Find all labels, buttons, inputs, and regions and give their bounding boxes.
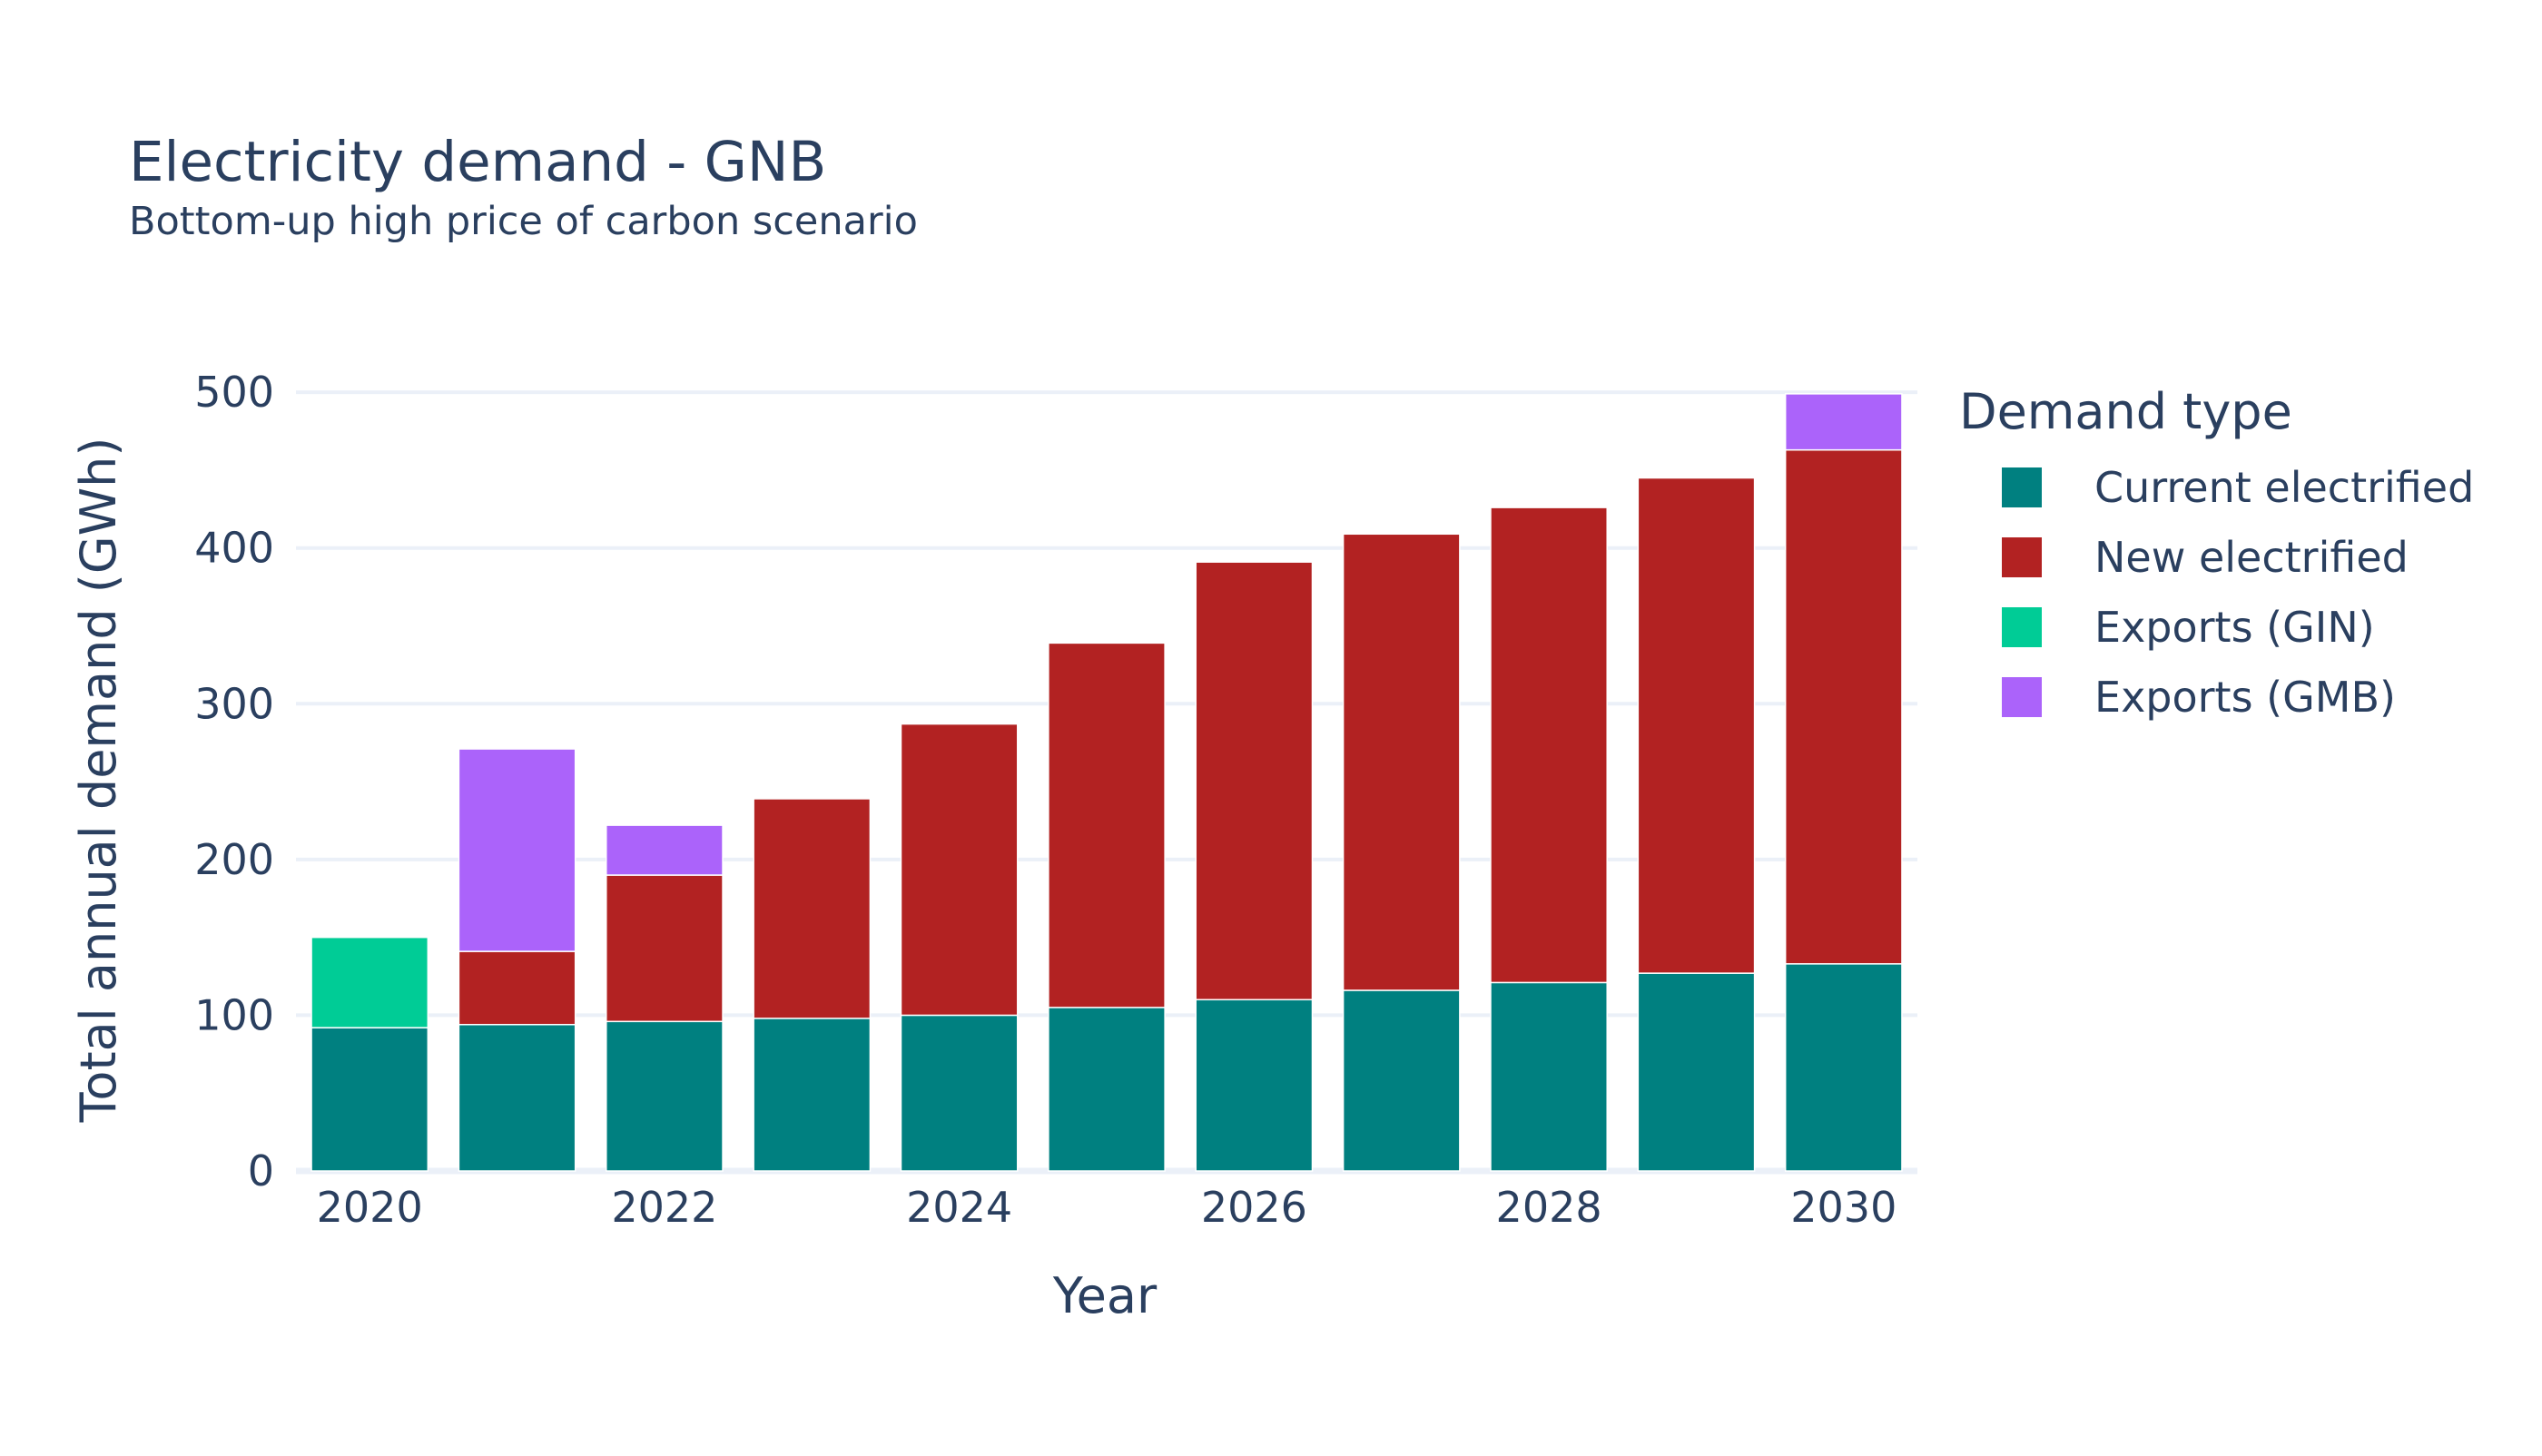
bar-new-electrified-2021 xyxy=(458,950,576,1026)
bar-new-electrified-2024 xyxy=(900,723,1019,1017)
bar-current-electrified-2022 xyxy=(606,1020,724,1172)
legend-label: New electrified xyxy=(2094,533,2409,582)
y-tick-label: 100 xyxy=(194,990,274,1039)
bar-new-electrified-2027 xyxy=(1342,533,1461,991)
bar-exports-gmb-2022 xyxy=(606,824,724,876)
legend-title: Demand type xyxy=(1959,383,2292,440)
bar-new-electrified-2025 xyxy=(1048,642,1166,1008)
bar-new-electrified-2026 xyxy=(1195,561,1314,1001)
bar-exports-gmb-2030 xyxy=(1784,393,1903,451)
bar-exports-gmb-2021 xyxy=(458,748,576,952)
bar-current-electrified-2025 xyxy=(1048,1007,1166,1172)
legend: Demand type Current electrified New elect… xyxy=(1959,383,2474,722)
x-tick-label: 2028 xyxy=(1496,1183,1602,1232)
y-tick-label: 200 xyxy=(194,835,274,884)
bar-current-electrified-2030 xyxy=(1784,963,1903,1172)
bar-current-electrified-2026 xyxy=(1195,999,1314,1172)
bar-current-electrified-2021 xyxy=(458,1023,576,1172)
legend-swatch xyxy=(2002,677,2042,717)
bar-new-electrified-2030 xyxy=(1784,448,1903,965)
legend-swatch xyxy=(2002,467,2042,507)
bar-current-electrified-2020 xyxy=(310,1027,429,1172)
bar-current-electrified-2029 xyxy=(1637,972,1756,1172)
x-tick-label: 2024 xyxy=(906,1183,1012,1232)
x-tick-labels: 2020 2022 2024 2026 2028 2030 xyxy=(317,1183,1897,1232)
chart-title: Electricity demand - GNB xyxy=(129,130,826,194)
bar-exports-gin-2020 xyxy=(310,936,429,1028)
legend-items: Current electrified New electrified Export… xyxy=(2002,463,2474,722)
legend-label: Exports (GMB) xyxy=(2094,673,2396,722)
bars xyxy=(310,393,1903,1172)
bar-new-electrified-2023 xyxy=(753,798,872,1019)
legend-swatch xyxy=(2002,607,2042,647)
y-tick-label: 0 xyxy=(248,1146,274,1195)
bar-current-electrified-2027 xyxy=(1342,989,1461,1172)
y-tick-labels: 0 100 200 300 400 500 xyxy=(194,368,274,1195)
bar-current-electrified-2024 xyxy=(900,1014,1019,1172)
y-tick-label: 300 xyxy=(194,679,274,728)
legend-label: Current electrified xyxy=(2094,463,2474,512)
legend-swatch xyxy=(2002,537,2042,577)
y-tick-label: 400 xyxy=(194,524,274,573)
x-tick-label: 2020 xyxy=(317,1183,423,1232)
chart-subtitle: Bottom-up high price of carbon scenario xyxy=(129,199,918,244)
y-axis-title: Total annual demand (GWh) xyxy=(70,438,127,1124)
bar-new-electrified-2028 xyxy=(1490,507,1608,984)
bar-current-electrified-2023 xyxy=(753,1018,872,1172)
x-tick-label: 2030 xyxy=(1790,1183,1897,1232)
x-tick-label: 2022 xyxy=(611,1183,717,1232)
x-axis-title: Year xyxy=(1052,1267,1158,1324)
bar-new-electrified-2022 xyxy=(606,874,724,1023)
legend-label: Exports (GIN) xyxy=(2094,603,2375,652)
x-tick-label: 2026 xyxy=(1201,1183,1307,1232)
bar-current-electrified-2028 xyxy=(1490,981,1608,1172)
bar-new-electrified-2029 xyxy=(1637,477,1756,974)
y-tick-label: 500 xyxy=(194,368,274,417)
